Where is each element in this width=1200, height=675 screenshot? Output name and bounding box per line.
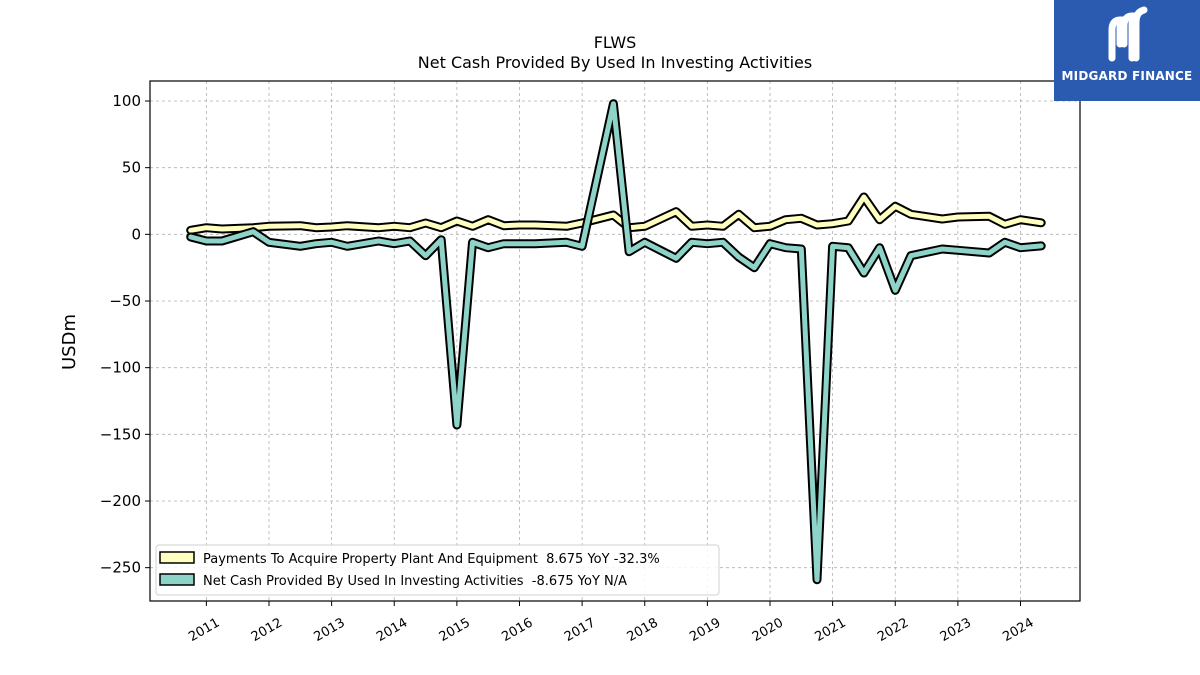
y-tick-label: −250 — [100, 559, 141, 577]
legend: Payments To Acquire Property Plant And E… — [155, 544, 720, 596]
series-lines — [186, 99, 1046, 585]
logo-text: MIDGARD FINANCE — [1061, 69, 1193, 83]
series-1-outline — [186, 99, 1046, 585]
x-tick-label: 2016 — [499, 615, 535, 645]
chart-title: FLWS — [594, 33, 637, 52]
y-tick-label: −50 — [109, 292, 141, 310]
x-tick-label: 2011 — [186, 615, 222, 645]
x-tick-label: 2017 — [562, 615, 598, 645]
legend-label-1: Net Cash Provided By Used In Investing A… — [203, 574, 627, 589]
legend-swatch-0 — [159, 551, 195, 564]
x-tick-label: 2012 — [249, 615, 285, 645]
x-tick-label: 2021 — [812, 615, 848, 645]
x-tick-label: 2024 — [1000, 615, 1036, 645]
x-tick-label: 2014 — [374, 615, 410, 645]
legend-swatch-1 — [159, 573, 195, 586]
midgard-finance-logo: MIDGARD FINANCE — [1054, 0, 1200, 101]
logo-mark-icon — [1108, 6, 1148, 62]
x-tick-label: 2013 — [311, 615, 347, 645]
y-tick-label: −200 — [100, 492, 141, 510]
x-tick-label: 2015 — [437, 615, 473, 645]
y-axis-label: USDm — [59, 314, 80, 370]
y-tick-label: −150 — [100, 425, 141, 443]
legend-box — [155, 544, 720, 596]
x-tick-label: 2018 — [625, 615, 661, 645]
grid — [150, 81, 1080, 601]
x-tick-label: 2023 — [938, 615, 974, 645]
legend-label-0: Payments To Acquire Property Plant And E… — [203, 552, 660, 567]
x-tick-label: 2019 — [687, 615, 723, 645]
plot-frame — [149, 80, 1081, 602]
y-tick-label: 50 — [122, 159, 141, 177]
x-tick-label: 2020 — [750, 615, 786, 645]
y-tick-label: −100 — [100, 359, 141, 377]
x-tick-label: 2022 — [875, 615, 911, 645]
y-tick-label: 100 — [112, 92, 141, 110]
y-tick-label: 0 — [131, 225, 141, 243]
series-1-line — [188, 101, 1044, 583]
chart-subtitle: Net Cash Provided By Used In Investing A… — [418, 53, 812, 72]
